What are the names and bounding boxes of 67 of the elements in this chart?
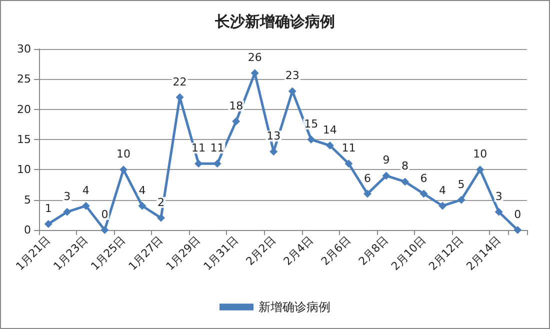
y-tick-label: 5 — [24, 193, 31, 206]
data-label: 4 — [439, 184, 446, 197]
data-label: 1 — [44, 202, 52, 215]
data-label: 6 — [364, 172, 371, 185]
point — [494, 208, 503, 216]
data-label: 26 — [248, 51, 262, 64]
data-label: 10 — [473, 148, 488, 161]
data-label: 5 — [458, 178, 465, 191]
y-tick-label: 25 — [17, 72, 31, 86]
y-tick-label: 30 — [17, 42, 31, 56]
point — [119, 166, 128, 174]
data-label: 3 — [495, 190, 502, 203]
legend-label: 新增确诊病例 — [258, 300, 330, 314]
data-label: 23 — [285, 69, 300, 82]
x-tick-label: 1月23日 — [50, 233, 91, 273]
data-label: 22 — [172, 75, 187, 88]
point — [307, 136, 316, 144]
x-tick-label: 2月10日 — [388, 233, 428, 273]
x-tick-label: 1月27日 — [126, 233, 166, 273]
x-tick-label: 2月2日 — [244, 233, 278, 268]
data-label: 14 — [322, 124, 337, 137]
x-tick-label: 2月12日 — [426, 233, 466, 273]
data-label: 4 — [138, 184, 146, 197]
data-label: 10 — [116, 148, 130, 161]
data-label: 11 — [210, 142, 224, 155]
point — [457, 196, 466, 204]
x-tick-label: 1月25日 — [88, 233, 128, 273]
chart-title: 长沙新增确诊病例 — [214, 12, 335, 30]
point — [438, 202, 447, 210]
x-tick-label: 2月8日 — [356, 233, 391, 268]
point — [82, 202, 90, 210]
point — [232, 117, 240, 126]
point — [420, 190, 428, 198]
x-tick-label: 1月29日 — [164, 233, 204, 273]
x-tick-label: 2月14日 — [464, 233, 504, 273]
point — [213, 160, 222, 168]
data-label: 11 — [342, 142, 356, 155]
point — [326, 142, 334, 150]
data-label: 0 — [101, 208, 108, 221]
data-label: 2 — [158, 196, 164, 209]
y-tick-label: 15 — [17, 133, 31, 146]
point — [138, 202, 146, 210]
data-label: 11 — [192, 142, 206, 155]
data-label: 3 — [64, 190, 71, 203]
x-tick-label: 2月6日 — [318, 233, 354, 268]
x-tick-label: 2月4日 — [281, 233, 316, 268]
y-tick-label: 10 — [17, 163, 31, 176]
data-label: 13 — [266, 130, 281, 143]
x-tick-label: 1月31日 — [201, 233, 241, 273]
point — [344, 160, 353, 168]
data-label: 6 — [420, 172, 428, 185]
point — [100, 226, 109, 234]
point — [382, 172, 390, 180]
point — [476, 166, 484, 174]
point — [157, 214, 165, 222]
point — [401, 178, 409, 186]
data-label: 0 — [514, 208, 522, 221]
data-label: 18 — [229, 99, 244, 112]
data-label: 8 — [402, 160, 408, 173]
point — [363, 190, 372, 198]
y-tick-label: 20 — [17, 102, 31, 116]
point — [63, 208, 72, 216]
point — [514, 226, 522, 234]
data-label: 15 — [304, 118, 318, 130]
data-label: 4 — [82, 184, 90, 197]
data-label: 9 — [382, 154, 390, 167]
point — [44, 220, 52, 228]
